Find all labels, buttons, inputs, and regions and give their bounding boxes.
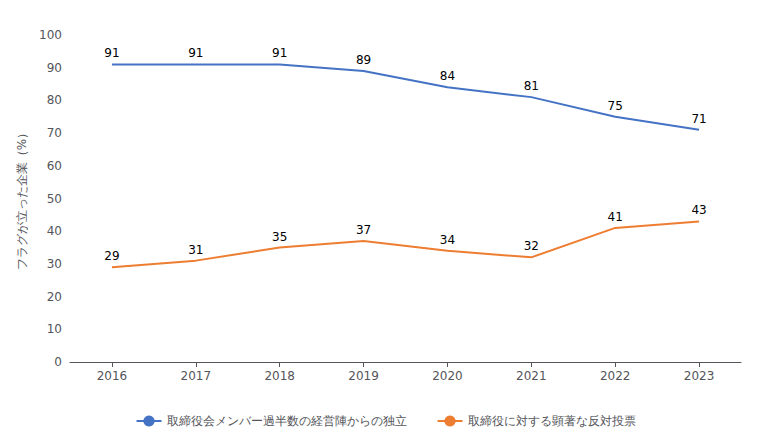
svg-text:2017: 2017 bbox=[181, 369, 212, 383]
svg-text:89: 89 bbox=[356, 53, 371, 67]
svg-text:10: 10 bbox=[47, 322, 62, 336]
svg-text:31: 31 bbox=[188, 243, 203, 257]
svg-text:100: 100 bbox=[39, 28, 62, 42]
svg-text:2016: 2016 bbox=[97, 369, 128, 383]
svg-text:フラグが立った企業（%）: フラグが立った企業（%） bbox=[15, 127, 29, 270]
svg-text:0: 0 bbox=[54, 355, 62, 369]
svg-text:34: 34 bbox=[440, 233, 455, 247]
svg-text:91: 91 bbox=[188, 46, 203, 60]
svg-text:37: 37 bbox=[356, 223, 371, 237]
svg-text:70: 70 bbox=[47, 126, 62, 140]
svg-text:40: 40 bbox=[47, 224, 62, 238]
svg-text:2020: 2020 bbox=[432, 369, 463, 383]
svg-text:50: 50 bbox=[47, 192, 62, 206]
svg-text:2023: 2023 bbox=[684, 369, 715, 383]
svg-text:2022: 2022 bbox=[600, 369, 631, 383]
svg-text:91: 91 bbox=[104, 46, 119, 60]
svg-text:32: 32 bbox=[524, 239, 539, 253]
svg-text:41: 41 bbox=[608, 210, 623, 224]
svg-text:84: 84 bbox=[440, 69, 455, 83]
svg-text:35: 35 bbox=[272, 230, 287, 244]
svg-text:91: 91 bbox=[272, 46, 287, 60]
svg-text:29: 29 bbox=[104, 249, 119, 263]
svg-text:81: 81 bbox=[524, 79, 539, 93]
svg-text:20: 20 bbox=[47, 290, 62, 304]
svg-text:60: 60 bbox=[47, 159, 62, 173]
svg-text:2021: 2021 bbox=[516, 369, 547, 383]
svg-text:90: 90 bbox=[47, 61, 62, 75]
svg-text:80: 80 bbox=[47, 93, 62, 107]
svg-text:30: 30 bbox=[47, 257, 62, 271]
svg-text:43: 43 bbox=[691, 203, 706, 217]
svg-text:2019: 2019 bbox=[348, 369, 379, 383]
svg-text:2018: 2018 bbox=[264, 369, 295, 383]
svg-text:71: 71 bbox=[691, 112, 706, 126]
svg-text:取締役会メンバー過半数の経営陣からの独立: 取締役会メンバー過半数の経営陣からの独立 bbox=[167, 414, 407, 428]
svg-text:取締役に対する顕著な反対投票: 取締役に対する顕著な反対投票 bbox=[468, 414, 636, 428]
svg-text:75: 75 bbox=[608, 99, 623, 113]
